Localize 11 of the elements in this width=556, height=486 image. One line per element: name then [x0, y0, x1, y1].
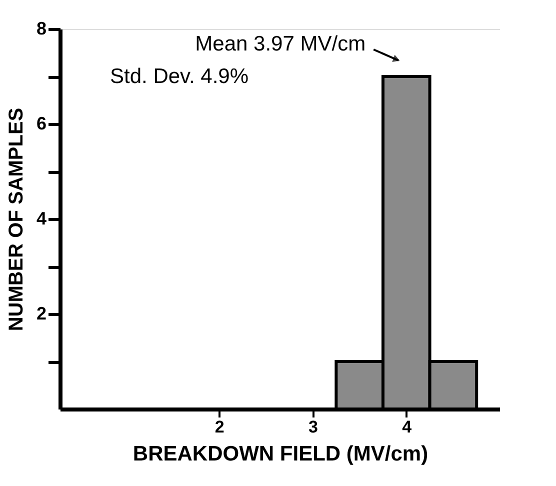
x-tick-label: 2 — [214, 418, 224, 436]
y-axis-title: NUMBER OF SAMPLES — [5, 108, 28, 332]
x-tick-label: 4 — [402, 418, 412, 436]
y-tick-label: 6 — [36, 114, 46, 134]
x-axis-title: BREAKDOWN FIELD (MV/cm) — [132, 442, 428, 466]
annotation: Mean 3.97 MV/cm — [195, 32, 366, 56]
y-tick-label: 8 — [36, 18, 46, 38]
y-tick-label: 2 — [36, 304, 46, 324]
annotation: Std. Dev. 4.9% — [110, 65, 249, 88]
x-tick-label: 3 — [308, 418, 318, 436]
y-tick-label: 4 — [36, 208, 46, 228]
